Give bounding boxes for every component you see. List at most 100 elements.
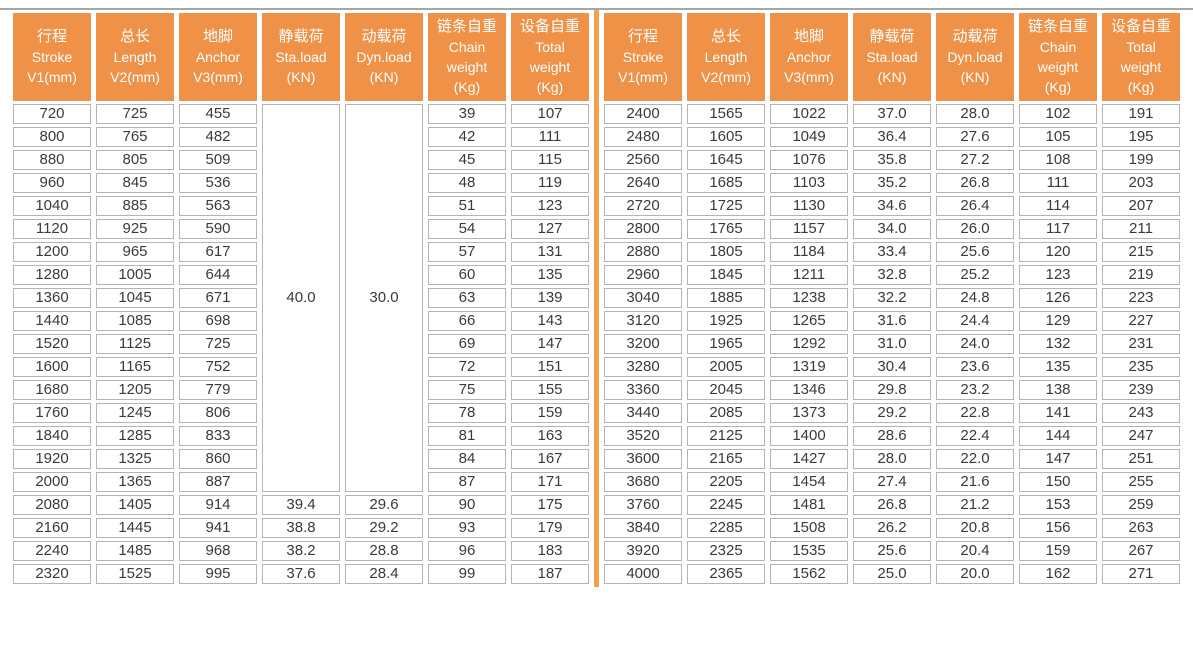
table-cell-static-load: 29.8 <box>853 380 931 400</box>
table-cell-chain-weight: 135 <box>1019 357 1097 377</box>
column-header-en-label: Dyn.load <box>356 49 412 65</box>
column-header-en-label: (Kg) <box>1044 79 1072 95</box>
table-cell-chain-weight: 57 <box>428 242 506 262</box>
table-cell-static-load: 25.6 <box>853 541 931 561</box>
table-cell-static-load: 26.8 <box>853 495 931 515</box>
table-cell-dynamic-load: 25.6 <box>936 242 1014 262</box>
table-cell-static-load: 38.2 <box>262 541 340 561</box>
top-border-line <box>0 8 1193 10</box>
table-cell-length: 765 <box>96 127 174 147</box>
table-cell-stroke: 3280 <box>604 357 682 377</box>
table-cell-total-weight: 171 <box>511 472 589 492</box>
table-cell-total-weight: 147 <box>511 334 589 354</box>
table-cell-stroke: 3760 <box>604 495 682 515</box>
spec-table-left: 行程 Stroke V1(mm) 总长 Length V2(mm) 地脚 Anchor V3(m… <box>8 10 594 587</box>
table-cell-static-load: 25.0 <box>853 564 931 584</box>
table-cell-anchor: 1427 <box>770 449 848 469</box>
table-cell-length: 2245 <box>687 495 765 515</box>
table-cell-anchor: 1454 <box>770 472 848 492</box>
table-cell-chain-weight: 93 <box>428 518 506 538</box>
column-header-en-label: Total <box>1126 39 1156 55</box>
table-cell-anchor: 1211 <box>770 265 848 285</box>
table-cell-total-weight: 127 <box>511 219 589 239</box>
table-cell-anchor: 1508 <box>770 518 848 538</box>
table-cell-chain-weight: 87 <box>428 472 506 492</box>
table-cell-length: 1685 <box>687 173 765 193</box>
column-header-anchor: 地脚 Anchor V3(mm) <box>179 13 257 101</box>
table-header-right: 行程 Stroke V1(mm) 总长 Length V2(mm) 地脚 Anchor V3(m… <box>604 13 1180 101</box>
table-cell-total-weight: 151 <box>511 357 589 377</box>
column-header-zh-label: 设备自重 <box>519 18 580 35</box>
table-cell-anchor: 1562 <box>770 564 848 584</box>
table-cell-length: 1765 <box>687 219 765 239</box>
column-header-total-weight: 设备自重 Total weight (Kg) <box>511 13 589 101</box>
table-row: 2720 1725 1130 34.6 26.4 114 207 <box>604 196 1180 216</box>
table-cell-total-weight: 223 <box>1102 288 1180 308</box>
table-cell-length: 2165 <box>687 449 765 469</box>
table-cell-stroke: 2000 <box>13 472 91 492</box>
column-header-en-label: (KN) <box>369 69 399 85</box>
table-cell-static-load: 32.8 <box>853 265 931 285</box>
table-cell-stroke: 2960 <box>604 265 682 285</box>
table-cell-stroke: 3120 <box>604 311 682 331</box>
table-cell-length: 2285 <box>687 518 765 538</box>
table-cell-length: 1565 <box>687 104 765 124</box>
column-header-en-label: V1(mm) <box>618 69 668 85</box>
table-cell-stroke: 1920 <box>13 449 91 469</box>
table-cell-static-load: 35.8 <box>853 150 931 170</box>
table-cell-stroke: 3040 <box>604 288 682 308</box>
table-row: 1760 1245 806 78 159 <box>13 403 589 423</box>
table-cell-anchor: 1049 <box>770 127 848 147</box>
table-cell-chain-weight: 162 <box>1019 564 1097 584</box>
table-row: 2800 1765 1157 34.0 26.0 117 211 <box>604 219 1180 239</box>
table-cell-chain-weight: 120 <box>1019 242 1097 262</box>
table-cell-chain-weight: 105 <box>1019 127 1097 147</box>
table-cell-anchor: 698 <box>179 311 257 331</box>
table-cell-anchor: 1022 <box>770 104 848 124</box>
table-cell-length: 2045 <box>687 380 765 400</box>
table-cell-anchor: 806 <box>179 403 257 423</box>
column-header-en-label: Total <box>535 39 565 55</box>
table-cell-anchor: 1184 <box>770 242 848 262</box>
column-header-dynamic-load: 动载荷 Dyn.load (KN) <box>345 13 423 101</box>
table-row: 3200 1965 1292 31.0 24.0 132 231 <box>604 334 1180 354</box>
table-cell-total-weight: 179 <box>511 518 589 538</box>
table-cell-stroke: 2560 <box>604 150 682 170</box>
table-cell-length: 2005 <box>687 357 765 377</box>
table-row: 3440 2085 1373 29.2 22.8 141 243 <box>604 403 1180 423</box>
table-cell-length: 1405 <box>96 495 174 515</box>
table-cell-total-weight: 119 <box>511 173 589 193</box>
table-cell-dynamic-load: 26.8 <box>936 173 1014 193</box>
table-cell-anchor: 914 <box>179 495 257 515</box>
table-cell-chain-weight: 72 <box>428 357 506 377</box>
column-header-zh-label: 链条自重 <box>436 18 497 35</box>
table-cell-stroke: 3920 <box>604 541 682 561</box>
table-row: 3040 1885 1238 32.2 24.8 126 223 <box>604 288 1180 308</box>
table-cell-length: 1485 <box>96 541 174 561</box>
table-row: 3520 2125 1400 28.6 22.4 144 247 <box>604 426 1180 446</box>
table-cell-chain-weight: 132 <box>1019 334 1097 354</box>
table-cell-stroke: 3680 <box>604 472 682 492</box>
table-cell-static-load: 32.2 <box>853 288 931 308</box>
table-cell-total-weight: 251 <box>1102 449 1180 469</box>
table-cell-dynamic-load: 28.8 <box>345 541 423 561</box>
table-cell-anchor: 563 <box>179 196 257 216</box>
column-header-zh-label: 地脚 <box>793 28 824 45</box>
spec-tables-container: 行程 Stroke V1(mm) 总长 Length V2(mm) 地脚 Anchor V3(m… <box>0 10 1193 587</box>
table-cell-length: 1925 <box>687 311 765 331</box>
table-cell-static-load: 37.6 <box>262 564 340 584</box>
table-cell-total-weight: 135 <box>511 265 589 285</box>
table-cell-stroke: 2400 <box>604 104 682 124</box>
table-cell-stroke: 3200 <box>604 334 682 354</box>
table-row: 3760 2245 1481 26.8 21.2 153 259 <box>604 495 1180 515</box>
table-row: 1280 1005 644 60 135 <box>13 265 589 285</box>
table-row: 4000 2365 1562 25.0 20.0 162 271 <box>604 564 1180 584</box>
table-cell-length: 885 <box>96 196 174 216</box>
column-header-zh-label: 总长 <box>119 28 150 45</box>
table-cell-anchor: 1535 <box>770 541 848 561</box>
table-cell-dynamic-load: 24.8 <box>936 288 1014 308</box>
table-cell-total-weight: 203 <box>1102 173 1180 193</box>
table-cell-stroke: 720 <box>13 104 91 124</box>
table-cell-chain-weight: 81 <box>428 426 506 446</box>
table-cell-total-weight: 123 <box>511 196 589 216</box>
